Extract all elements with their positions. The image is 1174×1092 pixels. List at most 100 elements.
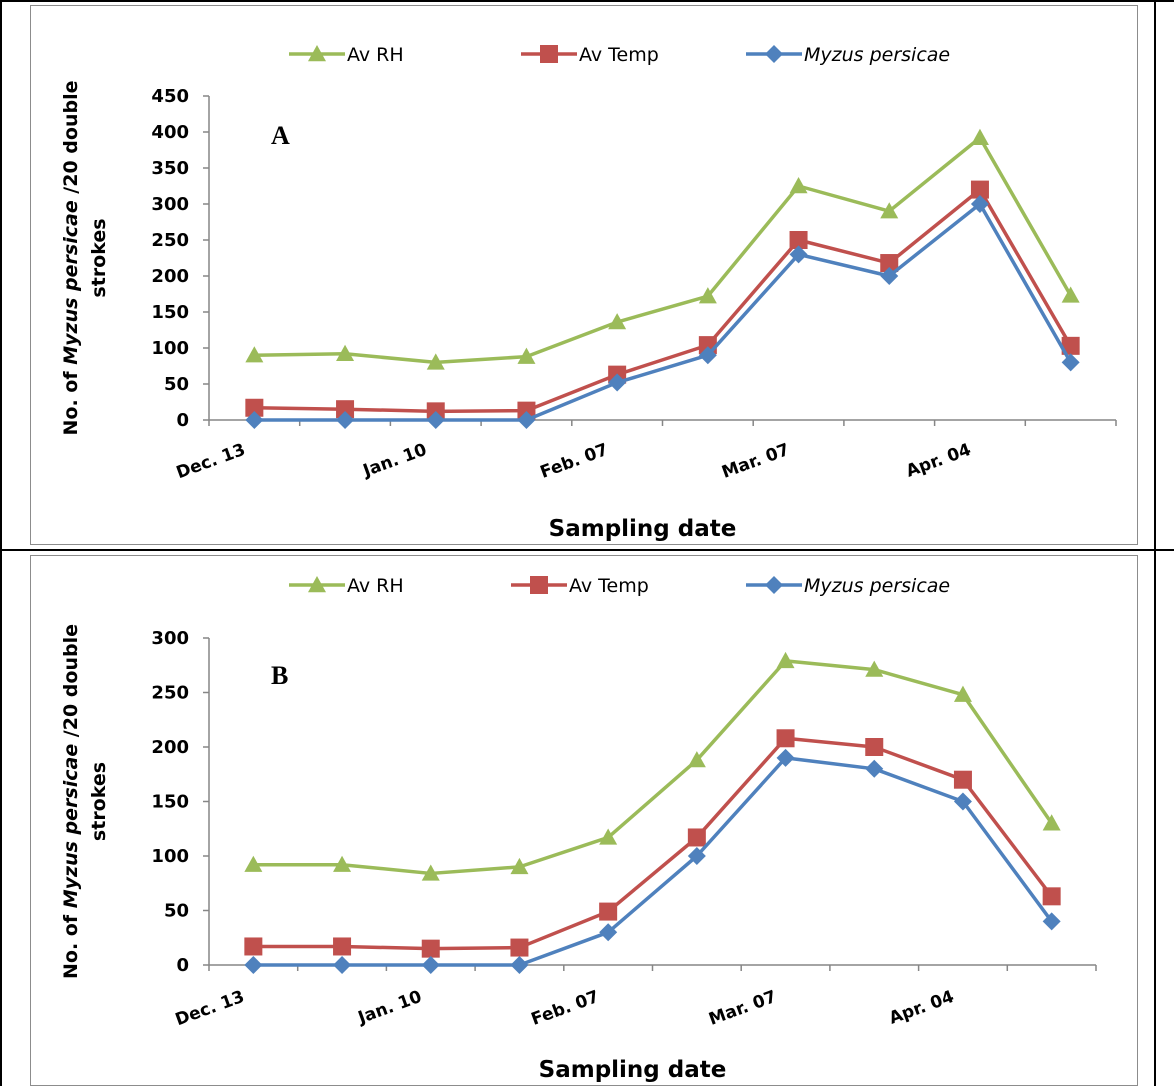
data-point-av-rh [333, 855, 352, 872]
frame-top-border [0, 0, 1174, 2]
data-point-myzus-persicae [880, 267, 899, 285]
x-tick-label: Mar. 07 [719, 440, 792, 483]
data-point-av-rh [517, 347, 536, 364]
data-point-av-rh [336, 344, 355, 361]
data-point-myzus-persicae [421, 956, 440, 974]
x-axis-title: Sampling date [549, 516, 737, 542]
series-line-av-temp [254, 187, 1073, 414]
data-point-av-rh [880, 202, 899, 219]
data-point-myzus-persicae [970, 195, 989, 213]
panel-label: A [271, 121, 290, 150]
legend-marker [308, 576, 326, 593]
series-line-myzus-persicae [253, 756, 1054, 967]
data-point-myzus-persicae [599, 923, 618, 942]
data-point-av-rh [970, 128, 989, 145]
legend-label: Av RH [347, 44, 404, 66]
y-tick-label: 250 [151, 230, 189, 251]
chart-a-svg: 0 50 100 150 200 250 300 350 400 450 Dec. 13 Jan. 1… [60, 44, 1117, 542]
y-axis-title-line2: strokes [88, 762, 110, 841]
y-tick-label: 450 [151, 86, 189, 107]
data-point-av-temp [953, 770, 972, 789]
data-point-myzus-persicae [953, 792, 972, 811]
y-tick-label: 250 [151, 683, 189, 704]
data-point-av-rh [244, 855, 263, 872]
legend-label: Av Temp [579, 44, 659, 66]
y-tick-label: 0 [176, 410, 189, 431]
data-point-myzus-persicae [510, 956, 529, 974]
legend-marker [765, 576, 783, 594]
legend-label: Av RH [347, 575, 404, 597]
data-point-myzus-persicae [865, 759, 884, 778]
frame-middle-border [0, 549, 1174, 551]
data-point-myzus-persicae [333, 956, 352, 974]
data-point-myzus-persicae [426, 411, 445, 429]
x-tick-label: Jan. 10 [355, 987, 425, 1029]
data-point-av-temp [421, 939, 440, 958]
data-point-myzus-persicae [245, 411, 264, 429]
chart-b-svg: 0 50 100 150 200 250 300 Dec. 13 Jan. 10 Feb. 07 M… [60, 575, 1097, 1083]
data-point-av-rh [1061, 286, 1080, 303]
y-tick-label: 200 [151, 737, 189, 758]
legend-marker [765, 45, 783, 63]
series-line-myzus-persicae [254, 202, 1073, 422]
legend-label: Myzus persicae [804, 44, 950, 66]
series-line-av-temp [253, 736, 1054, 951]
data-point-av-temp [789, 231, 808, 249]
data-point-av-temp [1042, 887, 1061, 906]
data-point-av-temp [333, 937, 352, 956]
x-tick-label: Mar. 07 [706, 987, 779, 1030]
frame-right-border [1154, 0, 1156, 1086]
data-point-av-temp [776, 729, 795, 748]
chart-panel-b: 0 50 100 150 200 250 300 Dec. 13 Jan. 10 Feb. 07 M… [30, 555, 1138, 1086]
y-tick-label: 200 [151, 266, 189, 287]
data-point-myzus-persicae [244, 956, 263, 974]
data-point-av-rh [245, 346, 264, 363]
data-point-av-rh [510, 857, 529, 875]
y-tick-label: 50 [164, 374, 189, 395]
legend-marker [540, 45, 558, 63]
series-line-av-rh [254, 136, 1073, 365]
data-point-av-temp [687, 828, 706, 847]
y-tick-label: 150 [151, 302, 189, 323]
x-tick-label: Apr. 04 [887, 987, 957, 1029]
data-point-av-temp [1061, 336, 1080, 355]
data-point-av-temp [510, 938, 529, 957]
data-point-av-rh [421, 864, 440, 881]
legend-marker [530, 576, 548, 594]
series-line-av-rh [253, 659, 1054, 876]
y-tick-label: 100 [151, 338, 189, 359]
data-point-av-temp [880, 254, 899, 273]
y-tick-label: 300 [151, 628, 189, 649]
data-point-myzus-persicae [789, 245, 808, 264]
y-tick-label: 400 [151, 122, 189, 143]
data-point-myzus-persicae [1061, 353, 1080, 372]
x-tick-label: Dec. 13 [173, 987, 247, 1030]
data-point-av-temp [244, 937, 263, 956]
legend-label: Av Temp [569, 575, 649, 597]
panel-label: B [271, 661, 288, 690]
data-point-myzus-persicae [336, 411, 355, 429]
legend-marker [308, 45, 326, 62]
data-point-myzus-persicae [517, 411, 536, 429]
data-point-myzus-persicae [776, 748, 795, 767]
data-point-myzus-persicae [608, 373, 627, 392]
y-axis-title-line1: No. of Myzus persicae /20 double [60, 81, 82, 436]
data-point-av-rh [953, 685, 972, 702]
data-point-av-temp [865, 738, 884, 756]
data-point-av-rh [599, 828, 618, 845]
legend-label: Myzus persicae [804, 575, 950, 597]
x-tick-label: Jan. 10 [360, 440, 430, 482]
data-point-av-temp [336, 400, 355, 419]
x-tick-label: Feb. 07 [538, 440, 611, 483]
data-point-myzus-persicae [1042, 912, 1061, 931]
data-point-av-rh [1042, 814, 1061, 831]
frame-left-border [0, 0, 2, 1086]
data-point-av-temp [599, 902, 618, 921]
y-axis-title-line2: strokes [88, 218, 110, 297]
x-tick-label: Dec. 13 [174, 440, 248, 483]
y-tick-label: 300 [151, 194, 189, 215]
data-point-av-rh [608, 313, 627, 330]
data-point-av-rh [426, 353, 445, 370]
x-tick-label: Apr. 04 [904, 440, 974, 482]
